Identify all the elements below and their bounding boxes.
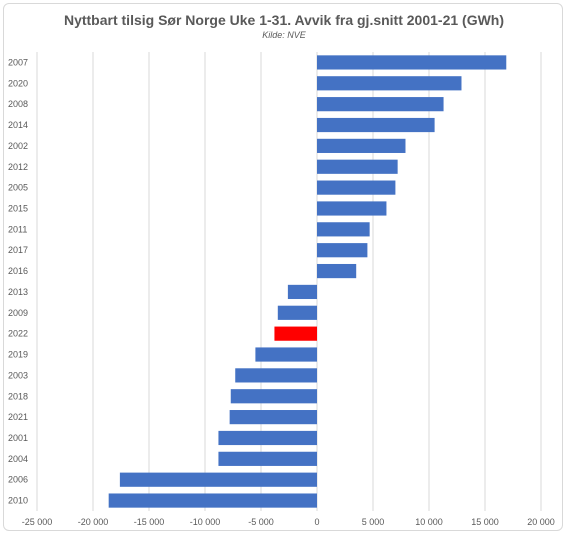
bar-2011 xyxy=(317,222,370,237)
x-tick-label: -5 000 xyxy=(248,517,274,527)
category-label: 2020 xyxy=(8,78,28,88)
category-label: 2019 xyxy=(8,350,28,360)
bar-2014 xyxy=(317,117,435,133)
bar-2003 xyxy=(235,368,317,383)
category-label: 2002 xyxy=(8,141,28,151)
category-label: 2005 xyxy=(8,183,28,193)
x-tick-label: -10 000 xyxy=(190,517,221,527)
category-label: 2012 xyxy=(8,162,28,172)
category-label: 2009 xyxy=(8,308,28,318)
category-label: 2011 xyxy=(8,224,27,234)
bar-2010 xyxy=(108,493,318,508)
category-label: 2018 xyxy=(8,391,28,401)
bar-2009 xyxy=(277,305,317,320)
category-label: 2022 xyxy=(8,329,28,339)
bar-2002 xyxy=(317,138,406,153)
bar-2001 xyxy=(218,430,317,446)
bar-2017 xyxy=(317,243,368,258)
bar-2006 xyxy=(119,472,317,487)
category-label: 2015 xyxy=(8,203,28,213)
category-label: 2010 xyxy=(8,496,28,506)
category-label: 2021 xyxy=(8,412,28,422)
category-label: 2003 xyxy=(8,370,28,380)
x-tick-label: 15 000 xyxy=(471,517,499,527)
bar-2013 xyxy=(287,284,317,300)
bar-2008 xyxy=(317,97,444,112)
bar-2018 xyxy=(230,389,317,404)
category-label: 2014 xyxy=(8,120,28,130)
x-tick-label: 5 000 xyxy=(362,517,385,527)
x-tick-label: 20 000 xyxy=(527,517,555,527)
bar-2022 xyxy=(274,326,317,341)
x-tick-label: -25 000 xyxy=(22,517,53,527)
category-label: 2008 xyxy=(8,99,28,109)
bar-2005 xyxy=(317,180,396,195)
bar-2021 xyxy=(229,410,317,425)
bar-2019 xyxy=(255,347,317,362)
category-label: 2001 xyxy=(8,433,28,443)
category-label: 2013 xyxy=(8,287,28,297)
category-label: 2017 xyxy=(8,245,28,255)
x-tick-label: -20 000 xyxy=(78,517,109,527)
bar-2007 xyxy=(317,55,507,70)
bar-2020 xyxy=(317,76,462,91)
bar-2004 xyxy=(218,451,317,466)
bar-2012 xyxy=(317,159,398,174)
bar-2016 xyxy=(317,263,357,279)
x-tick-label: 0 xyxy=(314,517,319,527)
x-tick-label: -15 000 xyxy=(134,517,165,527)
category-label: 2016 xyxy=(8,266,28,276)
category-label: 2004 xyxy=(8,454,28,464)
category-label: 2007 xyxy=(8,57,28,67)
category-label: 2006 xyxy=(8,475,28,485)
x-tick-label: 10 000 xyxy=(415,517,443,527)
bar-2015 xyxy=(317,201,387,216)
chart-title: Nyttbart tilsig Sør Norge Uke 1-31. Avvi… xyxy=(63,12,505,28)
chart-subtitle: Kilde: NVE xyxy=(262,30,306,40)
